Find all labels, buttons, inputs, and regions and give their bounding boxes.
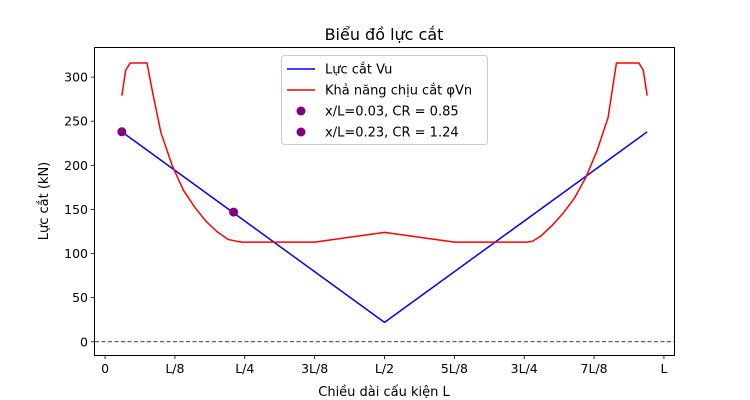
y-tick-label: 300 <box>64 70 88 85</box>
y-tick-label: 150 <box>64 202 88 217</box>
y-tick-label: 0 <box>80 334 88 349</box>
x-tick-label: 7L/8 <box>581 361 608 376</box>
y-tick-label: 50 <box>72 290 88 305</box>
series-line-phivn <box>121 62 648 243</box>
x-tick-label: 3L/8 <box>301 361 328 376</box>
y-axis-ticks: 0 50 100 150 200 250 300 <box>64 70 95 349</box>
series-line-vu <box>121 131 648 324</box>
critical-point-2 <box>229 207 239 217</box>
legend-box <box>281 55 488 145</box>
series-layer <box>121 62 648 324</box>
x-tick-label: L/8 <box>165 361 184 376</box>
x-tick-label: 0 <box>101 361 109 376</box>
legend-label: Khả năng chịu cắt φVn <box>325 84 472 99</box>
y-axis-title: Lực cắt (kN) <box>37 162 52 241</box>
chart-title: Biểu đồ lực cắt <box>325 25 444 44</box>
x-tick-label: 3L/4 <box>511 361 538 376</box>
y-tick-label: 250 <box>64 114 88 129</box>
x-tick-label: L <box>660 361 667 376</box>
critical-point-1 <box>117 127 127 137</box>
legend: Lực cắt Vu Khả năng chịu cắt φVn x/L=0.03,… <box>281 55 488 145</box>
x-tick-label: 5L/8 <box>441 361 468 376</box>
x-tick-label: L/2 <box>375 361 394 376</box>
legend-swatch-point <box>296 106 306 116</box>
legend-swatch-point <box>296 127 306 137</box>
x-axis-title: Chiều dài cấu kiện L <box>318 385 450 400</box>
x-tick-label: L/4 <box>235 361 254 376</box>
legend-label: Lực cắt Vu <box>325 63 392 78</box>
x-axis-ticks: 0 L/8 L/4 3L/8 L/2 5L/8 3L/4 7L/8 L <box>101 355 667 376</box>
y-tick-label: 200 <box>64 158 88 173</box>
y-tick-label: 100 <box>64 246 88 261</box>
points-layer <box>117 127 239 217</box>
legend-label: x/L=0.23, CR = 1.24 <box>325 126 459 141</box>
legend-label: x/L=0.03, CR = 0.85 <box>325 105 459 120</box>
